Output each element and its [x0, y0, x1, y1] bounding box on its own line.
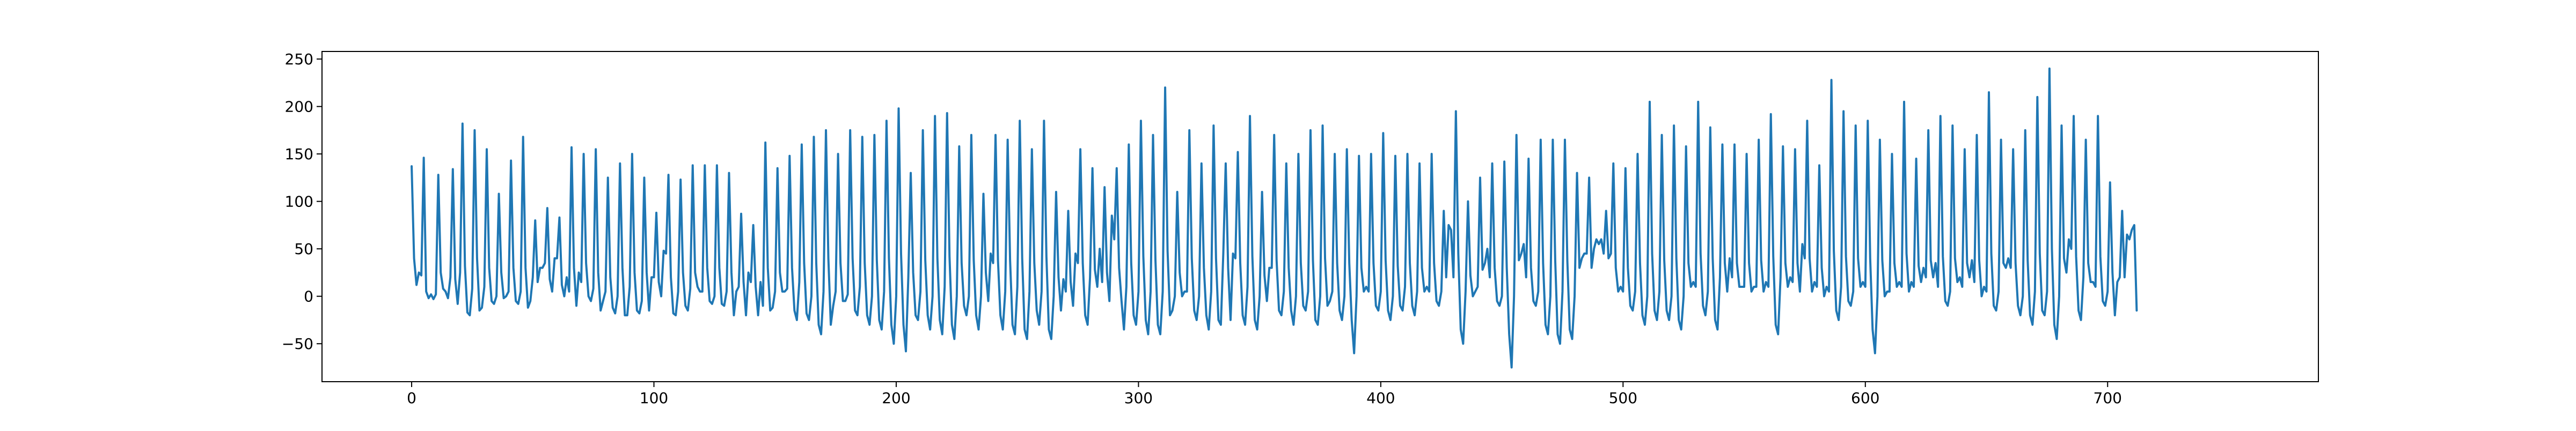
x-tick-label: 600	[1851, 389, 1879, 407]
x-tick-label: 300	[1124, 389, 1153, 407]
y-tick-label: 0	[304, 288, 313, 306]
x-axis-ticks: 0 100 200 300 400 500 600 700	[407, 382, 2122, 407]
x-tick-label: 500	[1609, 389, 1637, 407]
x-tick-label: 400	[1366, 389, 1395, 407]
x-tick-label: 0	[407, 389, 416, 407]
plot-frame	[321, 51, 2319, 382]
y-tick-label: 50	[294, 240, 313, 258]
x-tick-label: 100	[640, 389, 668, 407]
y-axis-ticks: −50 0 50 100 150 200 250	[282, 50, 322, 353]
y-tick-label: 100	[285, 193, 313, 211]
y-tick-label: 150	[285, 145, 313, 163]
y-tick-label: 200	[285, 98, 313, 116]
x-tick-label: 700	[2094, 389, 2122, 407]
y-tick-label: −50	[282, 335, 313, 353]
x-tick-label: 200	[882, 389, 910, 407]
y-tick-label: 250	[285, 50, 313, 68]
series-line	[411, 67, 2138, 369]
